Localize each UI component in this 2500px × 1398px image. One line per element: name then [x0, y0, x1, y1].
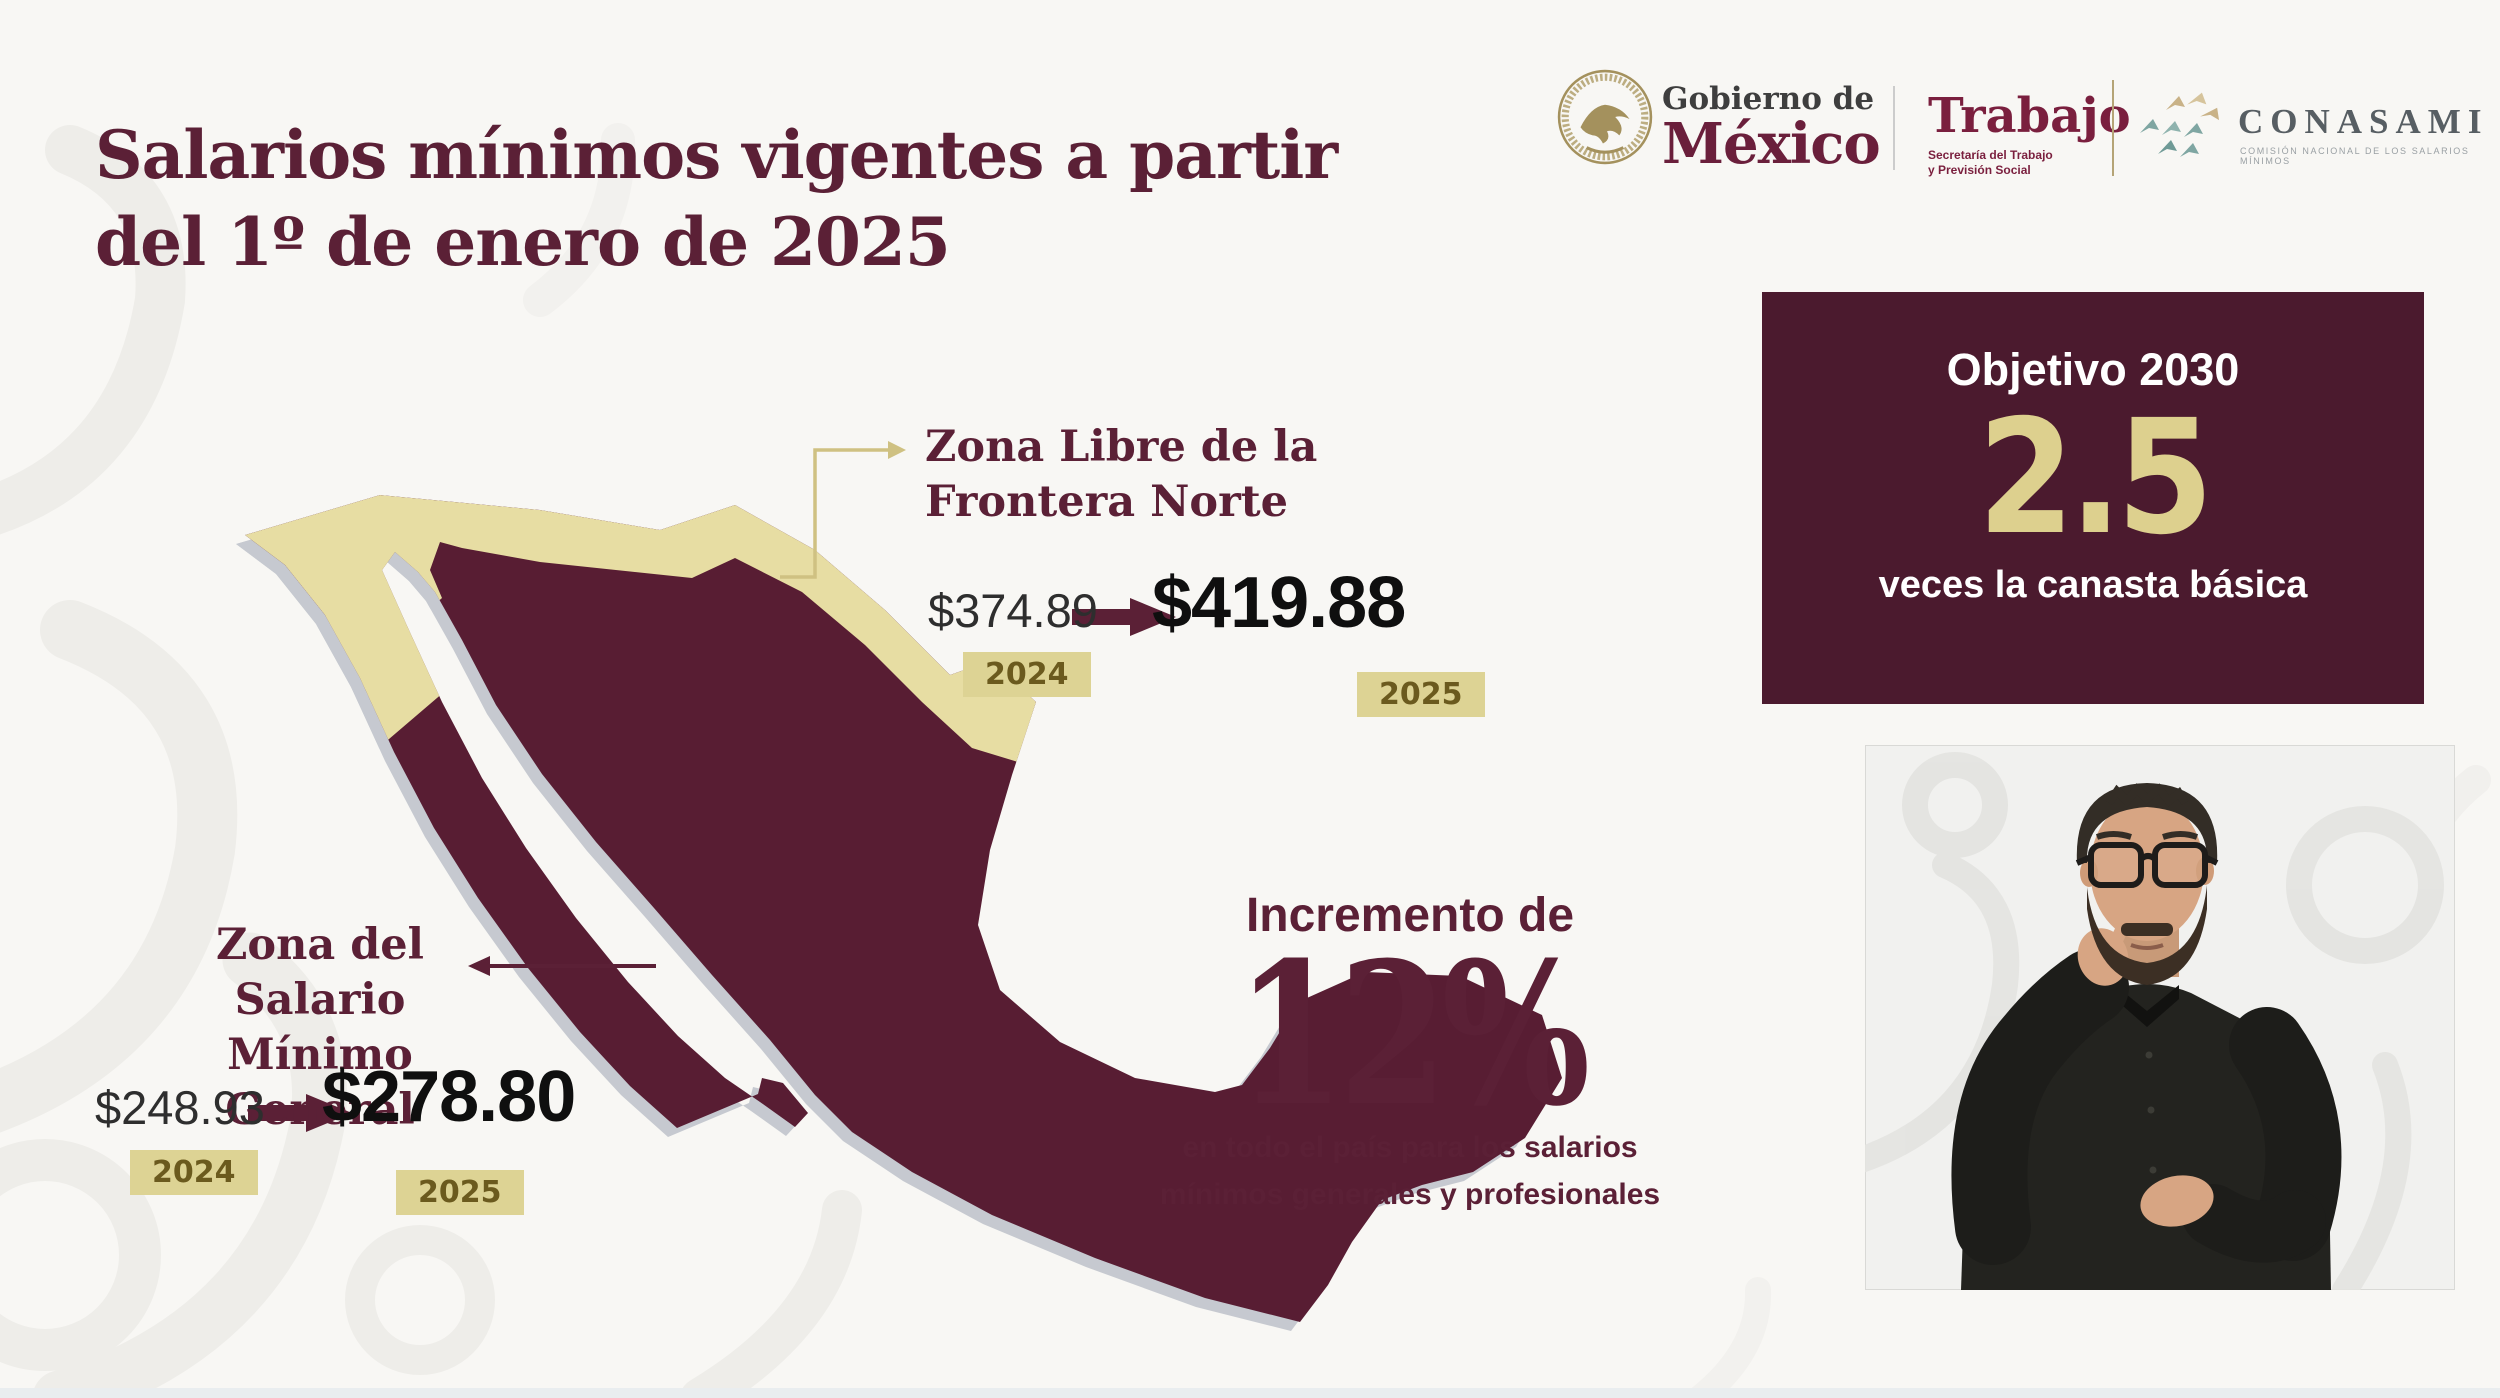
trabajo-label: Trabajo	[1928, 88, 2131, 144]
page-title-line2: del 1º de enero de 2025	[95, 203, 951, 282]
norte-2025-badge: 2025	[1357, 672, 1485, 717]
general-increase-arrow-icon	[248, 1094, 352, 1132]
objetivo-title: Objetivo 2030	[1946, 344, 2240, 395]
trabajo-sublabel-2: y Previsión Social	[1928, 163, 2031, 177]
interpreter-illustration	[1951, 783, 2342, 1290]
norte-2025-value: $419.88	[1152, 563, 1406, 643]
objetivo-caption: veces la canasta básica	[1878, 563, 2308, 606]
bottom-edge-strip	[0, 1388, 2500, 1398]
mexico-label: México	[1662, 111, 1881, 177]
zona-norte-region	[245, 495, 1036, 762]
gobierno-de-mexico-logo: Gobierno de México	[1662, 81, 1881, 177]
zona-general-label-line2: Mínimo General	[225, 1030, 415, 1136]
norte-increase-arrow-icon	[1072, 598, 1176, 636]
page-title-line1: Salarios mínimos vigentes a partir	[95, 116, 1338, 194]
logo-divider	[1893, 86, 1895, 170]
sign-language-interpreter-photo	[1865, 745, 2455, 1290]
norte-connector-line	[780, 441, 906, 579]
zona-general-label-line1: Zona del Salario	[216, 920, 424, 1026]
general-2024-value: $248.93	[95, 1081, 265, 1134]
zona-norte-label-line1: Zona Libre de la	[925, 422, 1318, 472]
gobierno-de-label: Gobierno de	[1662, 81, 1875, 117]
norte-2024-badge: 2024	[963, 652, 1091, 697]
incremento-description: en todo el país para los salarios mínimo…	[1159, 1131, 1661, 1211]
general-2025-badge: 2025	[396, 1170, 524, 1215]
gobierno-eagle-seal-icon	[1557, 69, 1653, 165]
objetivo-value: 2.5	[1977, 386, 2214, 570]
general-2025-value: $278.80	[322, 1057, 576, 1137]
zona-general-region	[245, 495, 1562, 1322]
page-title: Salarios mínimos vigentes a partir del 1…	[95, 112, 1338, 286]
logo-divider	[2112, 80, 2114, 176]
conasami-label: CONASAMI	[2238, 102, 2489, 141]
norte-2024-value: $374.89	[928, 584, 1098, 637]
incremento-block: Incremento de 12% en todo el país para l…	[1150, 888, 1670, 1218]
trabajo-logo: Trabajo Secretaría del Trabajo y Previsi…	[1928, 92, 2131, 178]
objetivo-card: Objetivo 2030 2.5 veces la canasta básic…	[1762, 292, 2424, 704]
zona-norte-label: Zona Libre de la Frontera Norte	[925, 420, 1345, 530]
incremento-lead: Incremento de	[1245, 889, 1575, 942]
general-2024-badge: 2024	[130, 1150, 258, 1195]
mexico-map	[245, 441, 1562, 1322]
zona-general-label: Zona del Salario Mínimo General	[150, 918, 490, 1138]
conasami-birds-icon	[2140, 92, 2220, 157]
zona-norte-label-line2: Frontera Norte	[925, 477, 1288, 528]
general-pointer-arrow-icon	[468, 956, 656, 976]
incremento-value: 12%	[1236, 920, 1590, 1150]
conasami-sublabel: COMISIÓN NACIONAL DE LOS SALARIOS MÍNIMO…	[2240, 146, 2470, 166]
trabajo-sublabel-1: Secretaría del Trabajo	[1928, 148, 2053, 162]
